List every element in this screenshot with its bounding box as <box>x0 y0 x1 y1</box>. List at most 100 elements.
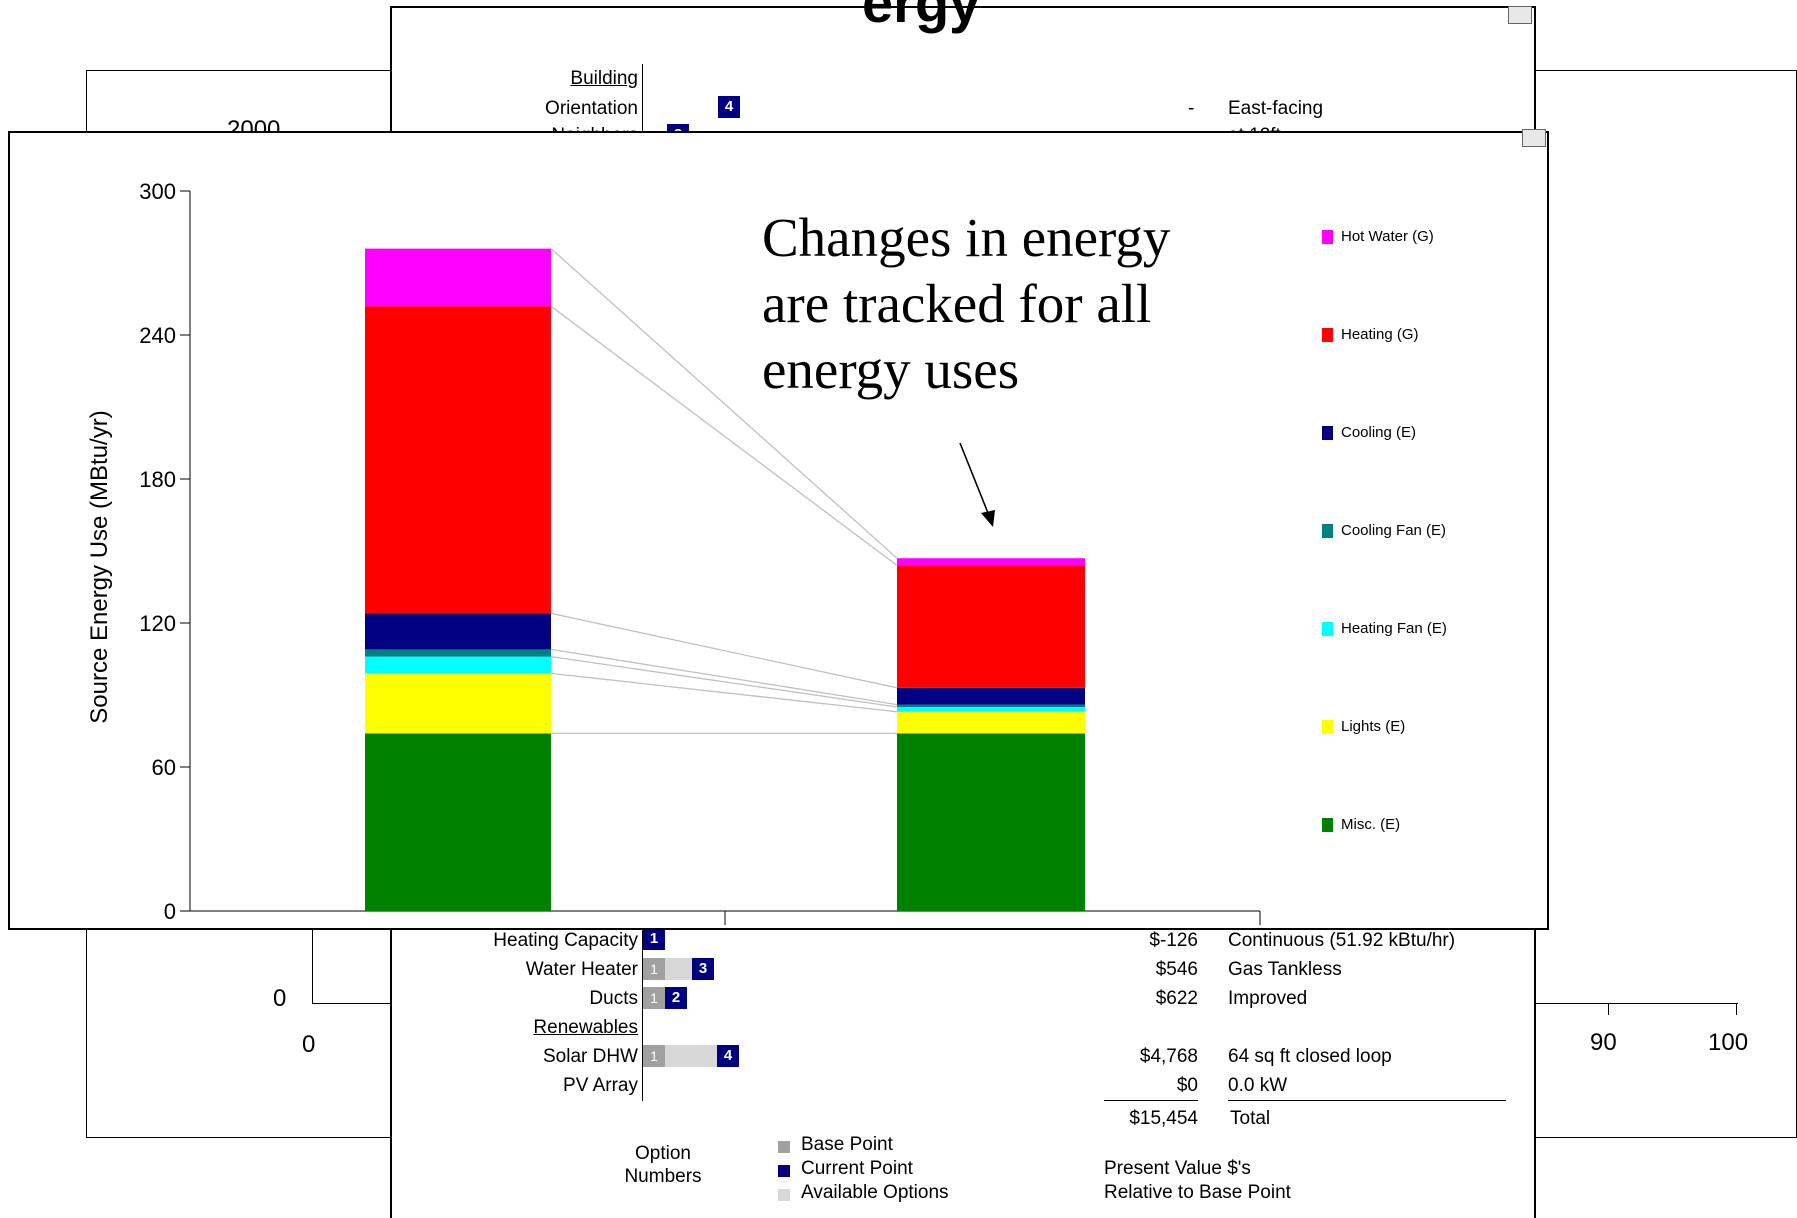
connector-line <box>550 655 898 708</box>
option-base-solar-dhw[interactable]: 1 <box>643 1045 665 1067</box>
legend-label: Heating (G) <box>1341 326 1419 343</box>
legend-swatch <box>1322 719 1333 734</box>
legend-label: Heating Fan (E) <box>1341 620 1447 637</box>
y-tick-label: 60 <box>152 755 176 780</box>
legend-swatch <box>1322 327 1333 342</box>
annotation-arrowhead <box>981 510 995 527</box>
option-base-ducts[interactable]: 1 <box>643 987 665 1009</box>
y-tick-label: 120 <box>139 611 176 636</box>
option-cost-heating-capacity: $-126 <box>1149 930 1198 951</box>
bg-y-tick-zero: 0 <box>273 985 287 1012</box>
connector-line <box>550 305 898 566</box>
option-label-pv-array: PV Array <box>563 1075 638 1096</box>
option-cost-ducts: $622 <box>1155 988 1198 1009</box>
legend-swatch <box>1322 425 1333 440</box>
background-chart-window-right: 90 100 <box>1518 70 1797 1138</box>
section-building: Building <box>570 68 638 89</box>
option-current-heating-capacity[interactable]: 1 <box>643 928 665 950</box>
bar-segment <box>365 248 551 307</box>
legend-available-options: Available Options <box>801 1182 949 1203</box>
total-rule-cost <box>1104 1100 1198 1101</box>
annotation-text: Changes in energy are tracked for all en… <box>762 207 1171 400</box>
legend-current-point: Current Point <box>801 1158 913 1179</box>
bg-x-tick-zero: 0 <box>302 1031 316 1058</box>
bar-segment <box>365 306 551 614</box>
legend-swatch-current <box>778 1165 790 1177</box>
bg-x-tick-90: 90 <box>1590 1029 1617 1056</box>
y-tick-label: 240 <box>139 323 176 348</box>
legend-item: Heating (G) <box>1322 326 1419 343</box>
legend-item: Hot Water (G) <box>1322 228 1434 245</box>
present-value-label: Present Value $'s <box>1104 1158 1251 1179</box>
legend-label: Cooling Fan (E) <box>1341 522 1447 539</box>
connector-line <box>550 612 898 689</box>
y-tick-label: 0 <box>164 899 176 924</box>
bar-segment <box>365 673 551 734</box>
bar-segment <box>897 558 1085 566</box>
legend-swatch-available <box>778 1189 790 1201</box>
connector-line <box>550 248 898 559</box>
legend-item: Cooling Fan (E) <box>1322 522 1446 539</box>
window-restore-button[interactable] <box>1508 6 1532 24</box>
bar-segment <box>897 704 1085 707</box>
legend-item: Cooling (E) <box>1322 424 1416 441</box>
option-cost-solar-dhw: $4,768 <box>1139 1046 1198 1067</box>
bar-segment <box>897 711 1085 734</box>
bar-segment <box>365 649 551 657</box>
relative-to-label: Relative to Base Point <box>1104 1182 1291 1203</box>
bar-segment <box>897 565 1085 688</box>
bg-x-tick-100: 100 <box>1708 1029 1749 1056</box>
option-current-solar-dhw[interactable]: 4 <box>717 1045 739 1067</box>
y-tick-label: 180 <box>139 467 176 492</box>
option-label-water-heater: Water Heater <box>525 959 638 980</box>
legend-label: Cooling (E) <box>1341 424 1417 441</box>
bg-x-axis-right <box>1518 1003 1738 1004</box>
option-desc-water-heater: Gas Tankless <box>1228 959 1342 980</box>
bar-segment <box>365 613 551 650</box>
option-available-water-heater[interactable] <box>665 958 692 980</box>
option-label-ducts: Ducts <box>589 988 638 1009</box>
legend-label: Hot Water (G) <box>1341 228 1434 245</box>
chart-window-restore-button[interactable] <box>1522 129 1546 147</box>
option-current-water-heater[interactable]: 3 <box>692 958 714 980</box>
option-label-orientation: Orientation <box>545 98 638 119</box>
energy-chart-window: 0 60 120 180 240 300 Source Energy Use (MBtu/… <box>8 129 1549 930</box>
option-desc-ducts: Improved <box>1228 988 1308 1009</box>
slide-title-fragment: ergy <box>862 0 981 34</box>
y-axis-label: Source Energy Use (MBtu/yr) <box>86 410 113 724</box>
bg-x-tick-mark-90 <box>1608 1003 1609 1015</box>
legend-base-point: Base Point <box>801 1134 893 1155</box>
option-cost-pv-array: $0 <box>1176 1075 1198 1096</box>
option-cost-water-heater: $546 <box>1155 959 1198 980</box>
option-base-water-heater[interactable]: 1 <box>643 958 665 980</box>
y-tick-label: 300 <box>139 179 176 204</box>
annotation-arrow <box>959 442 991 519</box>
option-current-ducts[interactable]: 2 <box>665 987 687 1009</box>
legend-label: Lights (E) <box>1341 718 1406 735</box>
legend-swatch <box>1322 523 1333 538</box>
bar-segment <box>897 687 1085 705</box>
option-current-orientation[interactable]: 4 <box>718 96 740 118</box>
bar-segment <box>365 656 551 674</box>
legend-item: Lights (E) <box>1322 718 1405 735</box>
total-cost: $15,454 <box>1129 1108 1198 1129</box>
legend-swatch-base <box>778 1141 790 1153</box>
section-renewables: Renewables <box>533 1017 638 1038</box>
option-label-solar-dhw: Solar DHW <box>542 1046 638 1067</box>
option-label-heating-capacity: Heating Capacity <box>493 930 638 951</box>
option-cost-orientation: - <box>1188 98 1195 119</box>
stacked-bar-chart: 0 60 120 180 240 300 <box>139 179 1261 925</box>
option-desc-orientation: East-facing <box>1228 98 1324 119</box>
legend-label: Misc. (E) <box>1341 816 1401 833</box>
legend-swatch <box>1322 229 1333 244</box>
option-desc-solar-dhw: 64 sq ft closed loop <box>1228 1046 1392 1067</box>
legend-item: Heating Fan (E) <box>1322 620 1447 637</box>
legend-item: Misc. (E) <box>1322 816 1400 833</box>
total-rule-desc <box>1228 1100 1506 1101</box>
legend-swatch <box>1322 817 1333 832</box>
bar-segment <box>897 733 1085 911</box>
option-available-solar-dhw[interactable] <box>665 1045 717 1067</box>
option-numbers-label: Option Numbers <box>624 1143 702 1187</box>
total-label: Total <box>1230 1108 1271 1129</box>
bg-x-tick-mark-100 <box>1736 1003 1737 1015</box>
